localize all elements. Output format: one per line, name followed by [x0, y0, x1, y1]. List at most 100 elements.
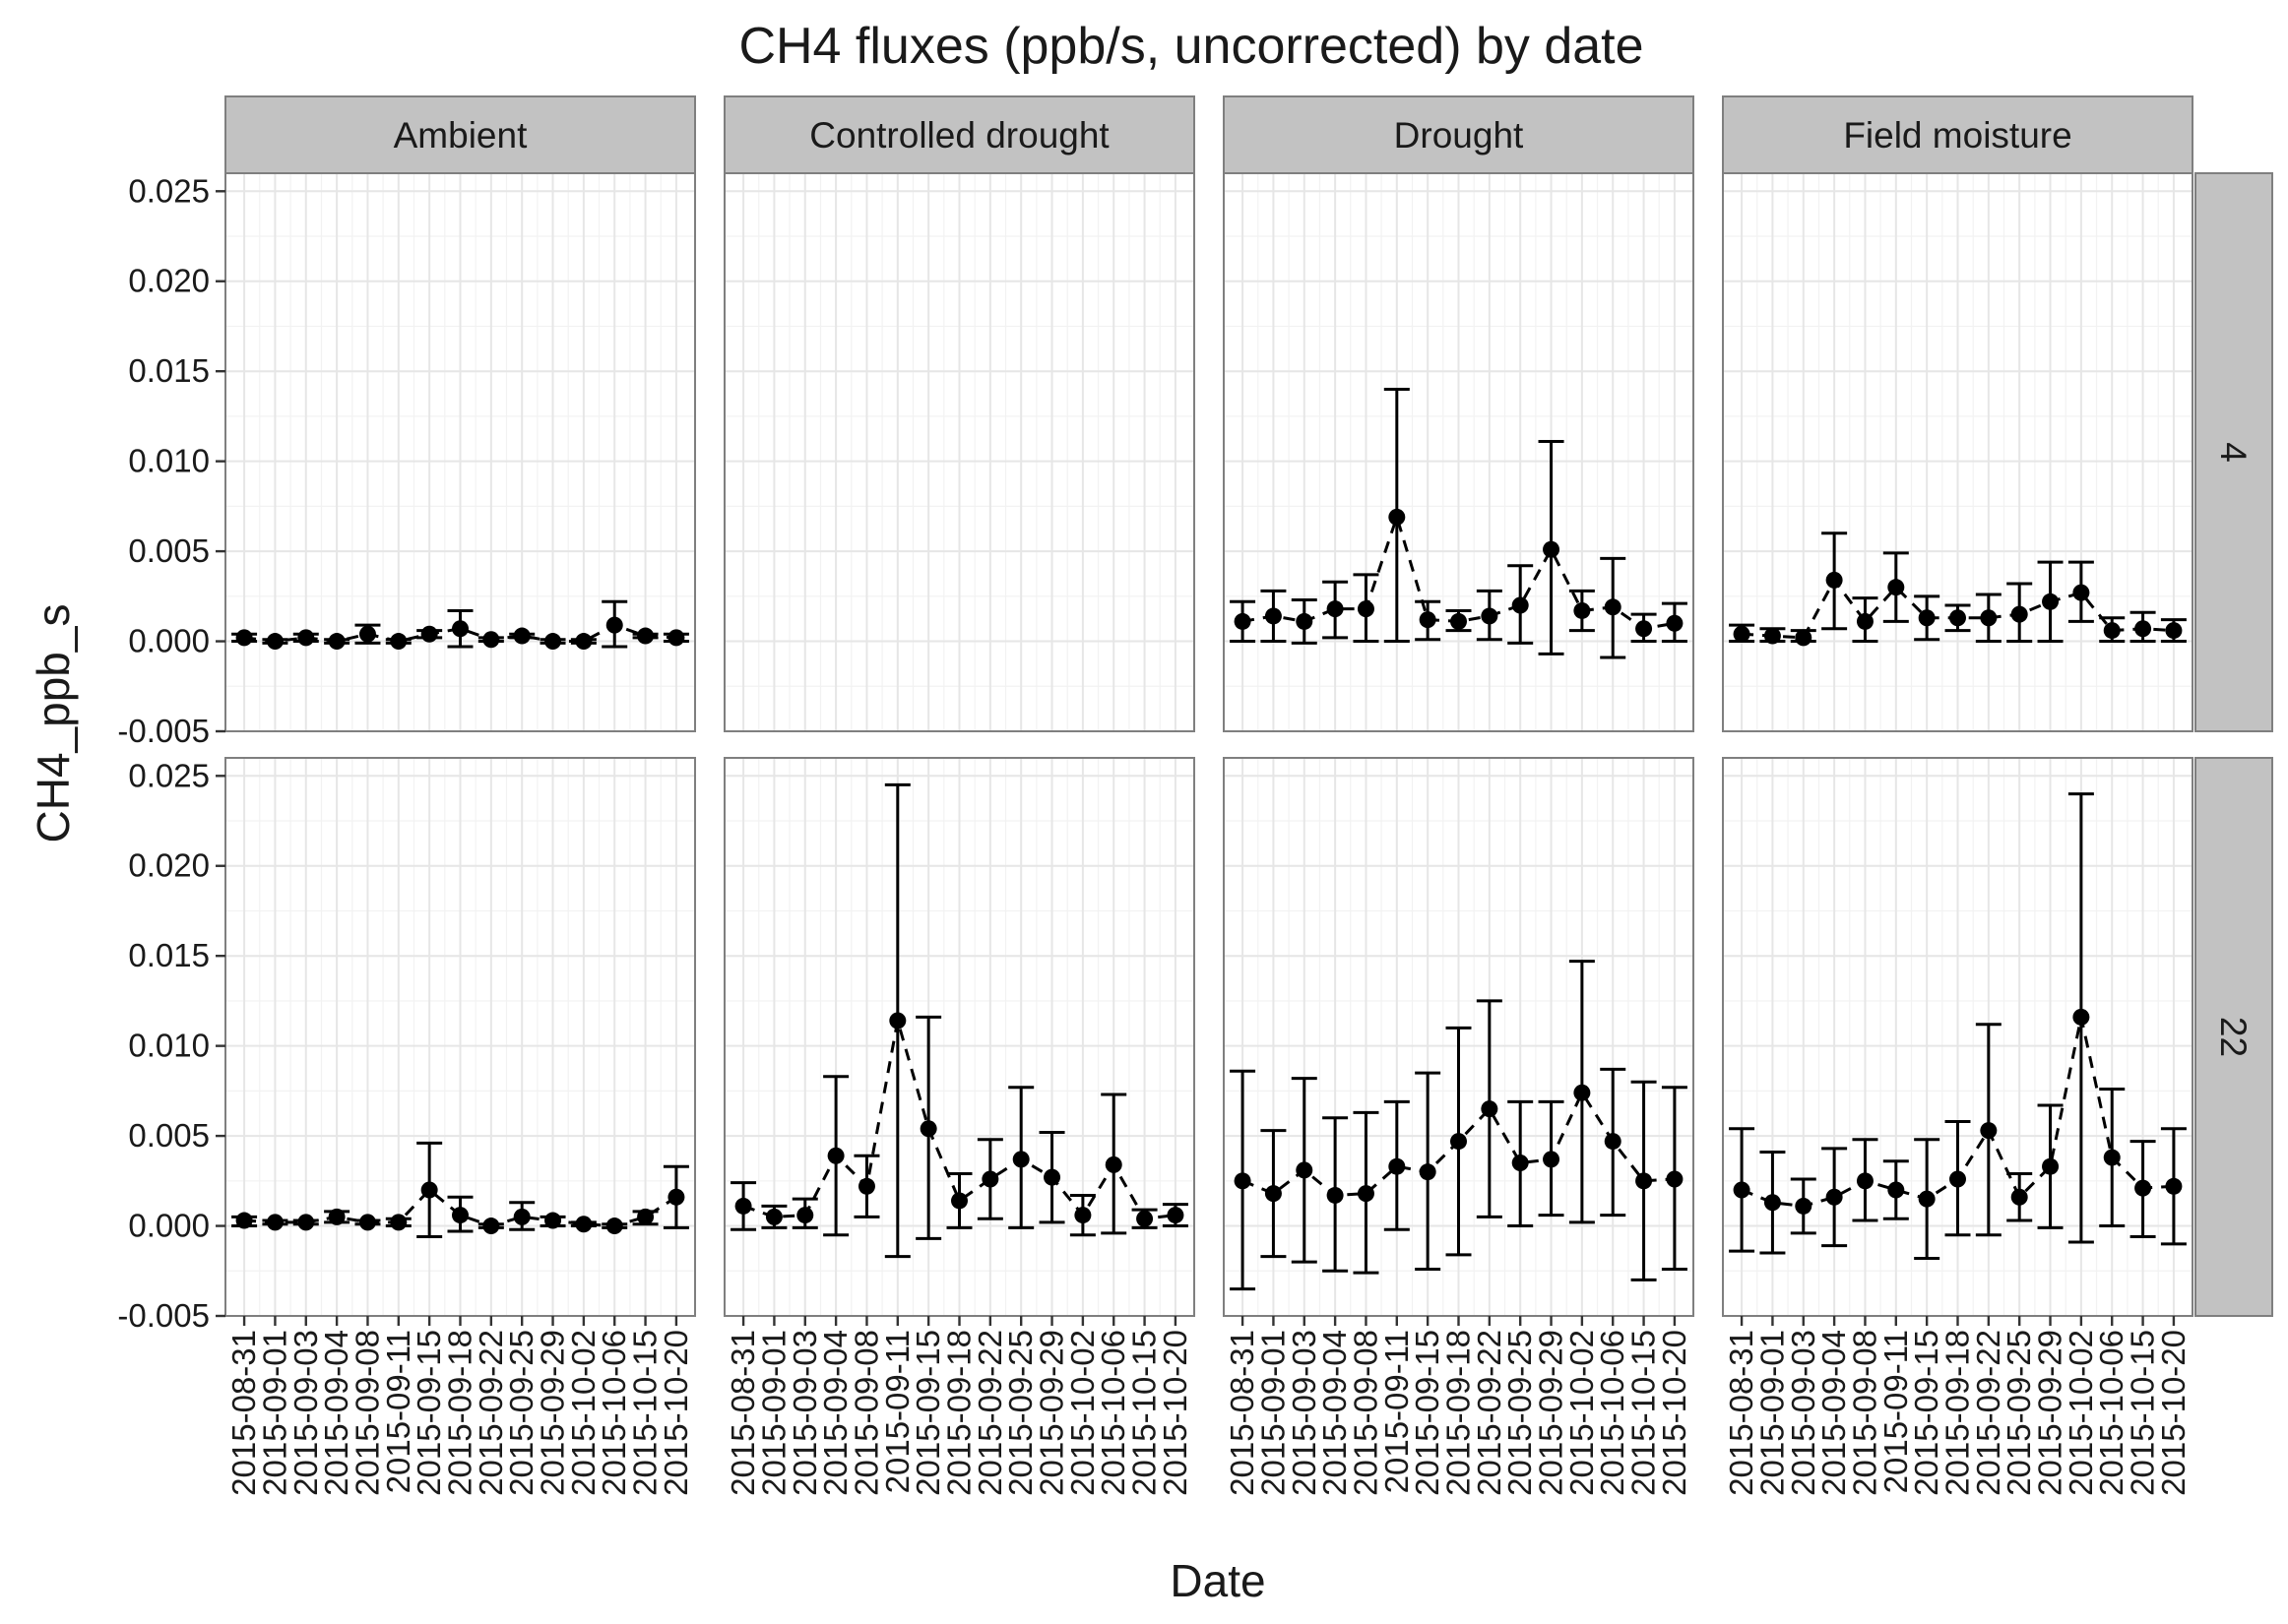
data-point: [1264, 1185, 1282, 1203]
column-strip-label: Drought: [1394, 115, 1524, 156]
data-point: [1264, 607, 1282, 625]
column-strip-label: Field moisture: [1843, 115, 2071, 156]
data-point: [1573, 1084, 1591, 1101]
data-point: [2042, 593, 2060, 610]
data-point: [1763, 1194, 1781, 1212]
data-point: [1326, 1186, 1344, 1204]
data-point: [889, 1012, 907, 1030]
data-point: [1918, 1190, 1936, 1208]
column-strip: [1223, 95, 1694, 174]
data-point: [2134, 620, 2152, 638]
x-tick-label: 2015-09-22: [473, 1330, 509, 1496]
x-tick-label: 2015-09-18: [1440, 1330, 1477, 1496]
data-point: [951, 1192, 968, 1210]
data-point: [1044, 1168, 1061, 1186]
data-point: [1511, 1155, 1529, 1172]
data-point: [1918, 609, 1936, 627]
data-point: [266, 1214, 284, 1231]
data-point: [513, 1208, 531, 1225]
x-tick-label: 2015-09-04: [817, 1330, 854, 1496]
row-strip-label: 4: [2213, 442, 2254, 463]
x-tick-label: 2015-10-06: [1594, 1330, 1630, 1496]
data-point: [982, 1170, 999, 1188]
data-point: [2103, 1149, 2121, 1166]
x-tick-label: 2015-09-11: [1378, 1330, 1415, 1493]
data-point: [1296, 612, 1313, 630]
data-point: [2103, 622, 2121, 640]
x-tick-label: 2015-09-15: [411, 1330, 447, 1496]
data-point: [1666, 614, 1684, 632]
data-point: [1763, 627, 1781, 645]
panel: [724, 172, 1195, 732]
y-tick-label: -0.005: [117, 1297, 210, 1334]
x-tick-label: 2015-09-15: [910, 1330, 946, 1496]
x-tick-label: 2015-09-03: [1785, 1330, 1821, 1496]
panel: [224, 757, 696, 1317]
x-tick-label: 2015-09-01: [755, 1330, 792, 1496]
panel-border: [1722, 172, 2193, 732]
data-point: [1234, 1172, 1251, 1190]
data-point: [544, 1212, 562, 1229]
data-point: [1856, 1172, 1874, 1190]
row-strip: [2194, 757, 2273, 1317]
x-tick-label: 2015-08-31: [725, 1330, 761, 1496]
panel: [224, 172, 696, 732]
data-point: [1604, 598, 1621, 616]
chart-title: CH4 fluxes (ppb/s, uncorrected) by date: [738, 18, 1643, 75]
data-point: [1481, 607, 1498, 625]
x-tick-label: 2015-09-22: [972, 1330, 1008, 1496]
x-tick-label: 2015-08-31: [1224, 1330, 1260, 1496]
data-point: [605, 616, 623, 634]
data-point: [1666, 1170, 1684, 1188]
x-tick-label: 2015-09-03: [287, 1330, 324, 1496]
x-tick-label: 2015-10-06: [596, 1330, 632, 1496]
x-tick-label: 2015-09-25: [2001, 1330, 2037, 1496]
panel: [724, 757, 1195, 1317]
data-point: [390, 1214, 408, 1231]
series-line: [742, 1020, 1176, 1220]
data-point: [2010, 1188, 2028, 1206]
series-line: [243, 623, 676, 644]
y-tick-label: 0.000: [128, 623, 210, 659]
x-tick-label: 2015-09-15: [1908, 1330, 1944, 1496]
x-tick-label: 2015-09-04: [1316, 1330, 1353, 1496]
data-point: [765, 1208, 783, 1225]
x-tick-label: 2015-09-08: [349, 1330, 385, 1496]
data-point: [858, 1177, 875, 1195]
data-point: [1795, 1197, 1812, 1215]
x-tick-label: 2015-09-25: [503, 1330, 540, 1496]
x-tick-label: 2015-10-15: [1625, 1330, 1662, 1496]
data-point: [328, 633, 346, 651]
x-tick-label: 2015-10-06: [2093, 1330, 2129, 1496]
x-tick-label: 2015-09-29: [535, 1330, 571, 1496]
panel: [1223, 172, 1694, 732]
x-tick-label: 2015-10-02: [1563, 1330, 1600, 1496]
data-point: [297, 1214, 315, 1231]
data-point: [734, 1197, 752, 1215]
panel: [1722, 757, 2193, 1317]
x-tick-label: 2015-09-25: [1002, 1330, 1039, 1496]
y-tick-label: 0.025: [128, 757, 210, 793]
x-tick-label: 2015-09-03: [1286, 1330, 1322, 1496]
x-tick-label: 2015-10-02: [2063, 1330, 2099, 1496]
data-point: [1887, 579, 1905, 596]
x-tick-label: 2015-09-01: [1753, 1330, 1790, 1496]
data-point: [358, 625, 376, 643]
data-point: [2072, 1008, 2090, 1026]
data-point: [420, 625, 438, 643]
column-strip-label: Ambient: [394, 115, 528, 156]
data-point: [2010, 605, 2028, 623]
column-strip: [224, 95, 696, 174]
data-point: [667, 629, 685, 647]
y-tick-label: 0.020: [128, 847, 210, 884]
data-point: [637, 627, 655, 645]
data-point: [235, 1212, 253, 1229]
column-strip-label: Controlled drought: [809, 115, 1110, 156]
data-point: [1511, 596, 1529, 614]
x-tick-label: 2015-09-01: [256, 1330, 292, 1496]
data-point: [796, 1207, 814, 1224]
data-point: [1419, 611, 1436, 629]
x-tick-label: 2015-09-22: [1471, 1330, 1507, 1496]
y-tick-label: 0.005: [128, 532, 210, 569]
